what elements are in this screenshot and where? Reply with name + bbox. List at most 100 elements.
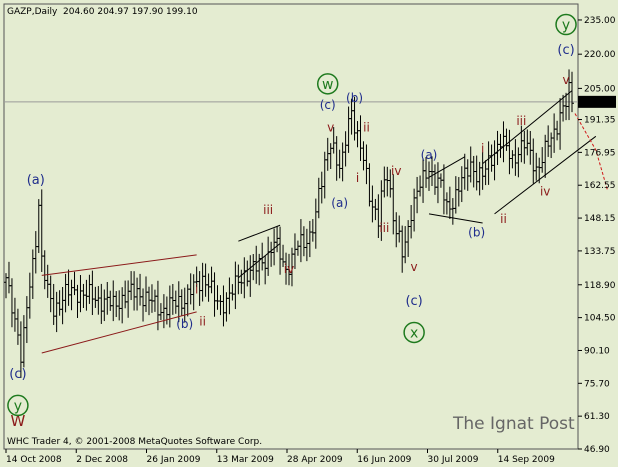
ohlc-bar [540,147,545,173]
wave-label: v [327,121,334,135]
ohlc-bar [394,212,399,248]
ohlc-bar [233,261,238,310]
y-tick-label: 220.00 [584,50,616,60]
wave-label: (c) [405,294,422,309]
ohlc-bar [245,260,250,287]
wave-label: iv [391,164,401,178]
last-price-box [578,95,616,108]
trend-line [482,90,573,165]
ohlc-bar [239,269,244,294]
ohlc-bar [212,272,217,317]
ohlc-bar [105,281,110,315]
ohlc-bar [141,288,146,322]
ohlc-bar [483,160,488,186]
svg-text:x: x [410,325,418,341]
ohlc-bar [242,257,247,299]
ohlc-bar [435,162,440,204]
ohlc-bar [69,279,74,311]
x-axis: 14 Oct 2008 2 Dec 2008 26 Jan 2009 13 Mar 2… [5,449,555,465]
ohlc-bar [304,228,309,262]
wave-label: (a) [27,173,45,188]
ohlc-bar [486,141,491,185]
y-tick-label: 162.55 [584,181,616,191]
x-tick-label: 28 Apr 2009 [287,455,343,465]
ohlc-bar [48,275,53,313]
wave-label: v [562,73,569,87]
ohlc-bar [415,176,420,214]
circled-wave-label: y [555,13,577,36]
ohlc-bar [221,285,226,327]
wave-label: (b) [346,91,363,105]
ohlc-bar [295,240,300,256]
ohlc-bar [319,171,324,204]
ohlc-bar [200,262,205,302]
ohlc-bar [66,269,71,306]
ohlc-bar [248,255,253,297]
ohlc-bar [42,250,47,290]
ohlc-bar [75,284,80,318]
ohlc-bar [495,130,500,166]
svg-text:w: w [322,77,333,93]
ohlc-bar [218,295,223,316]
ohlc-bar [447,186,452,219]
wave-label: i [481,141,484,155]
ohlc-bar [206,273,211,302]
wave-label: iv [540,185,550,199]
ohlc-bar [307,220,312,258]
ohlc-bar [418,175,423,197]
trend-line [428,213,483,224]
ohlc-bar [385,166,390,197]
y-tick-label: 46.90 [584,445,610,455]
ohlc-bar [298,219,303,263]
trend-line [238,243,281,279]
ohlc-bar [310,219,315,242]
wave-label: iv [284,262,294,276]
ohlc-bar [346,106,351,153]
ohlc-bar [468,146,473,183]
ohlc-bar [313,198,318,249]
ohlc-bar [409,205,414,239]
ohlc-bar [462,153,467,190]
ohlc-bar [123,280,128,309]
ohlc-bar [12,297,17,332]
ohlc-bar [117,290,122,321]
wave-label: (b) [468,226,485,240]
y-tick-label: 104.50 [584,314,616,324]
ohlc-bar [227,277,232,315]
ohlc-bar [144,276,149,313]
ohlc-bar [269,241,274,267]
x-tick-label: 14 Sep 2009 [498,455,555,465]
trend-lines [41,90,609,354]
ohlc-bar [72,271,77,296]
ohlc-bar [337,149,342,179]
ohlc-bar [93,286,98,308]
ohlc-bar [412,188,417,232]
ohlc-bar [209,266,214,294]
watermark-text: The Ignat Post [452,414,575,434]
ohlc-bar [355,121,360,148]
ohlc-bar [51,283,56,325]
ohlc-bar [60,286,65,325]
ohlc-bar [328,143,333,169]
ohlc-bar [450,198,455,225]
ohlc-bar [263,255,268,285]
trend-line [41,311,197,354]
y-tick-label: 191.35 [584,116,616,126]
ohlc-bar [36,199,41,254]
ohlc-bar [465,159,470,191]
circled-wave-label: w [316,73,339,95]
wave-label: (b) [176,317,193,331]
ohlc-bar [382,166,387,198]
ohlc-bar [444,192,449,215]
trend-line [428,156,466,178]
ohlc-bar [126,280,131,318]
ohlc-bar [459,166,464,203]
ohlc-bar [9,278,14,328]
ohlc-bar [531,138,536,184]
chart-ohlc: 204.60 204.97 197.90 199.10 [63,7,198,17]
ohlc-bar [21,315,26,368]
ohlc-bar [84,279,89,311]
ohlc-bar [30,249,35,299]
